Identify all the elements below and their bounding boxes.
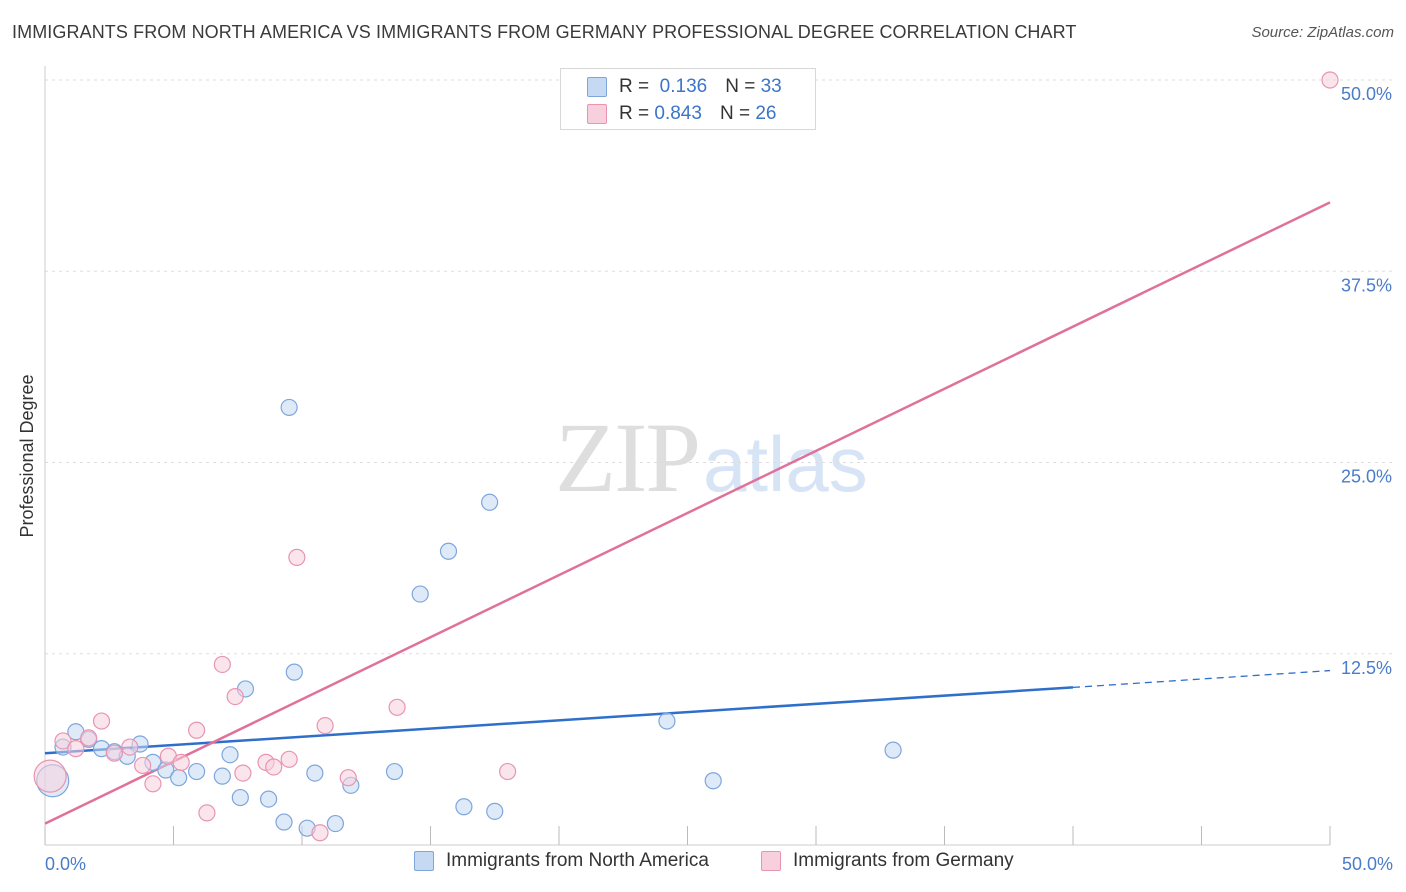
- north-america-point: [439, 542, 458, 560]
- germany-point: [121, 738, 139, 756]
- north-america-n-label: N =: [725, 76, 756, 97]
- germany-swatch: [587, 104, 607, 124]
- germany-point: [499, 762, 517, 781]
- data-points: [33, 71, 1339, 842]
- north-america-legend-swatch: [414, 851, 434, 871]
- germany-point: [234, 764, 252, 782]
- axes: [44, 66, 1331, 846]
- germany-r-label: R =: [619, 103, 650, 124]
- germany-point: [288, 548, 306, 566]
- tick-labels: 12.5% 25.0% 37.5% 50.0% 0.0% 50.0% Professiona…: [17, 84, 1393, 874]
- germany-point: [339, 769, 357, 787]
- germany-legend-label: Immigrants from Germany: [793, 850, 1014, 871]
- north-america-point: [385, 762, 404, 781]
- north-america-point: [280, 398, 298, 417]
- series-legend: Immigrants from North America Immigrants…: [0, 850, 1406, 878]
- north-america-point: [704, 772, 722, 790]
- germany-point: [226, 687, 244, 706]
- north-america-swatch: [587, 77, 607, 97]
- north-america-point: [221, 746, 239, 764]
- germany-point: [67, 740, 85, 758]
- north-america-point: [231, 788, 249, 807]
- watermark: ZIPatlas: [555, 400, 868, 515]
- trend-lines: [44, 201, 1331, 825]
- germany-legend-swatch: [761, 851, 781, 871]
- north-america-point: [306, 764, 324, 782]
- germany-point: [80, 729, 98, 747]
- germany-point: [198, 804, 216, 822]
- germany-point: [265, 758, 283, 776]
- north-america-r-label: R =: [619, 76, 650, 97]
- y-tick-label: 37.5%: [1341, 275, 1392, 295]
- germany-trend-line: [44, 201, 1331, 825]
- germany-point: [54, 732, 72, 750]
- north-america-point: [486, 802, 504, 820]
- north-america-point: [259, 790, 278, 808]
- germany-point: [316, 717, 334, 735]
- watermark-zip: ZIP: [555, 402, 701, 513]
- y-tick-label: 12.5%: [1341, 658, 1392, 678]
- y-tick-label: 25.0%: [1341, 467, 1392, 487]
- legend-row-germany: R = 0.843 N = 26: [587, 101, 776, 127]
- north-america-point: [481, 493, 499, 511]
- north-america-point: [884, 741, 902, 759]
- y-axis-title: Professional Degree: [17, 374, 37, 537]
- germany-point: [1321, 71, 1339, 89]
- germany-r-value: 0.843: [654, 103, 702, 124]
- north-america-point: [213, 767, 231, 785]
- correlation-legend: R = 0.136 N = 33 R = 0.843 N = 26: [560, 68, 816, 130]
- germany-point: [144, 775, 162, 793]
- north-america-trend-line: [44, 686, 1074, 755]
- germany-point: [311, 824, 329, 842]
- north-america-point: [188, 762, 206, 781]
- north-america-point: [285, 663, 303, 681]
- germany-point: [388, 698, 406, 716]
- germany-point: [105, 744, 123, 762]
- grid-lines: [45, 79, 1392, 655]
- legend-item-north-america: Immigrants from North America: [414, 850, 709, 872]
- x-tick-label-min: 0.0%: [45, 854, 86, 874]
- x-tick-label-max: 50.0%: [1342, 854, 1393, 874]
- north-america-point: [170, 769, 188, 787]
- legend-row-north-america: R = 0.136 N = 33: [587, 74, 782, 100]
- source-label: Source: ZipAtlas.com: [1251, 24, 1394, 41]
- north-america-point: [658, 712, 676, 730]
- north-america-point: [455, 798, 473, 816]
- north-america-n-value: 33: [760, 76, 782, 97]
- y-tick-label: 50.0%: [1341, 84, 1392, 104]
- north-america-legend-label: Immigrants from North America: [446, 850, 709, 871]
- germany-point: [213, 655, 231, 674]
- north-america-r-value: 0.136: [659, 76, 708, 97]
- north-america-trend-extension: [1072, 669, 1331, 689]
- germany-point: [188, 721, 206, 739]
- germany-point: [172, 753, 190, 771]
- germany-point: [33, 759, 67, 793]
- chart-title: IMMIGRANTS FROM NORTH AMERICA VS IMMIGRA…: [12, 22, 1077, 42]
- legend-item-germany: Immigrants from Germany: [761, 850, 1014, 872]
- north-america-point: [326, 814, 345, 833]
- north-america-point: [411, 585, 429, 603]
- north-america-point: [275, 813, 293, 831]
- germany-n-label: N =: [719, 103, 751, 124]
- germany-point: [92, 712, 111, 730]
- germany-n-value: 26: [755, 103, 777, 124]
- germany-point: [280, 750, 298, 768]
- germany-point: [134, 756, 152, 775]
